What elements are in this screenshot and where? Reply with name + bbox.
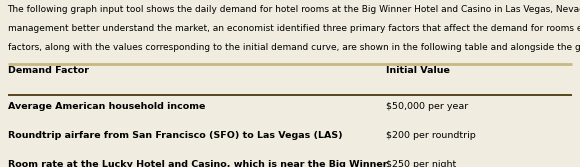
Text: Demand Factor: Demand Factor <box>8 66 89 75</box>
Text: factors, along with the values corresponding to the initial demand curve, are sh: factors, along with the values correspon… <box>8 43 580 52</box>
Text: $200 per roundtrip: $200 per roundtrip <box>386 131 476 140</box>
Text: Average American household income: Average American household income <box>8 102 205 111</box>
Text: Roundtrip airfare from San Francisco (SFO) to Las Vegas (LAS): Roundtrip airfare from San Francisco (SF… <box>8 131 342 140</box>
Text: Room rate at the Lucky Hotel and Casino, which is near the Big Winner: Room rate at the Lucky Hotel and Casino,… <box>8 160 387 167</box>
Text: $50,000 per year: $50,000 per year <box>386 102 468 111</box>
Text: management better understand the market, an economist identified three primary f: management better understand the market,… <box>8 24 580 33</box>
Text: The following graph input tool shows the daily demand for hotel rooms at the Big: The following graph input tool shows the… <box>8 5 580 14</box>
Text: $250 per night: $250 per night <box>386 160 456 167</box>
Text: Initial Value: Initial Value <box>386 66 450 75</box>
